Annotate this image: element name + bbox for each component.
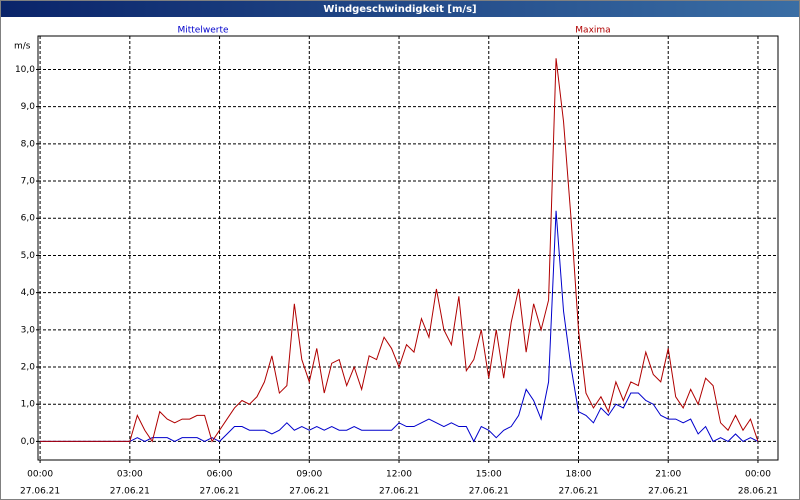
x-tick-label: 27.06.21: [648, 487, 688, 497]
plot-area: [37, 35, 779, 461]
x-tick-label: 18:00: [566, 470, 592, 480]
y-tick-label: 0,0: [21, 437, 36, 447]
x-tick-label: 27.06.21: [379, 487, 419, 497]
y-tick-label: 6,0: [21, 214, 36, 224]
line-series: [40, 58, 759, 443]
x-tick-label: 12:00: [386, 470, 412, 480]
chart-title: Windgeschwindigkeit [m/s]: [323, 4, 476, 15]
y-axis-label: m/s: [14, 42, 31, 52]
x-tick-label: 27.06.21: [20, 487, 60, 497]
x-tick-label: 27.06.21: [558, 487, 598, 497]
line-series: [40, 210, 759, 443]
y-tick-label: 10,0: [15, 65, 35, 75]
title-bar: [1, 1, 799, 17]
x-tick-label: 06:00: [207, 470, 233, 480]
y-tick-label: 7,0: [21, 177, 36, 187]
y-tick-label: 5,0: [21, 251, 36, 261]
y-tick-label: 9,0: [21, 102, 36, 112]
y-tick-label: 8,0: [21, 139, 36, 149]
x-tick-label: 28.06.21: [738, 487, 778, 497]
x-tick-label: 03:00: [117, 470, 143, 480]
x-tick-label: 15:00: [476, 470, 502, 480]
x-tick-label: 21:00: [655, 470, 681, 480]
x-tick-label: 27.06.21: [110, 487, 150, 497]
y-tick-label: 4,0: [21, 288, 36, 298]
y-tick-label: 3,0: [21, 325, 36, 335]
x-tick-label: 27.06.21: [200, 487, 240, 497]
x-tick-label: 00:00: [27, 470, 53, 480]
y-tick-label: 1,0: [21, 400, 36, 410]
x-tick-label: 09:00: [296, 470, 322, 480]
x-tick-label: 27.06.21: [289, 487, 329, 497]
y-tick-label: 2,0: [21, 363, 36, 373]
x-tick-label: 00:00: [745, 470, 771, 480]
x-tick-label: 27.06.21: [469, 487, 509, 497]
legend-entry: Maxima: [575, 26, 610, 36]
legend-entry: Mittelwerte: [177, 26, 228, 36]
